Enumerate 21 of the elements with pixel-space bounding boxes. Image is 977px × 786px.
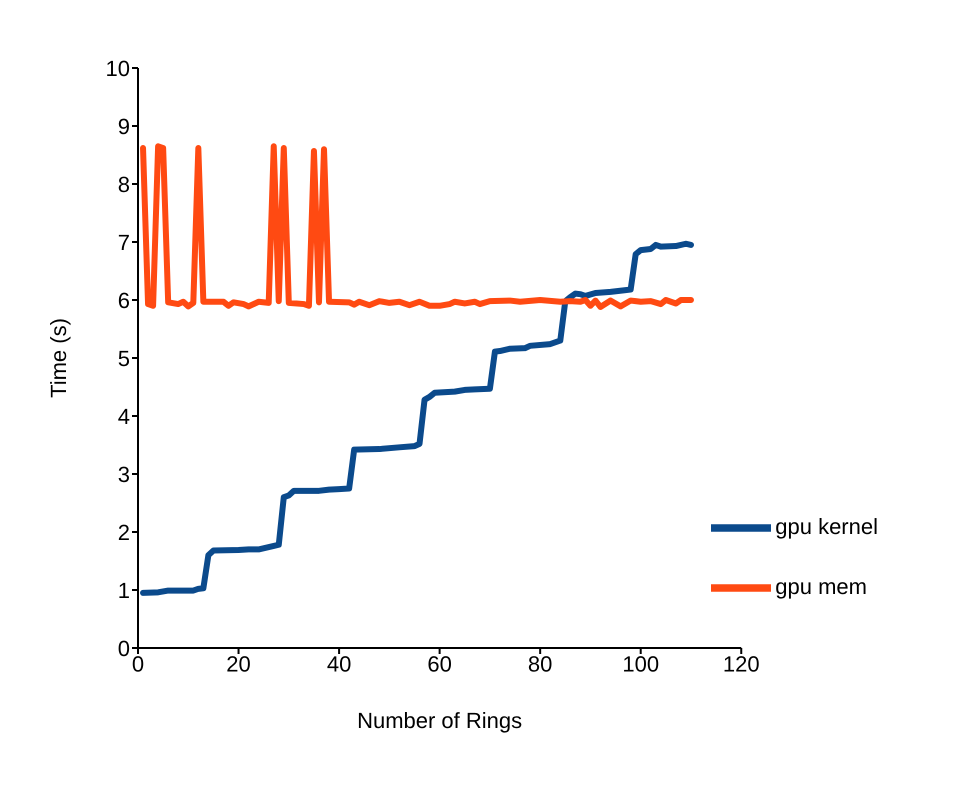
y-tick-label: 6 bbox=[118, 288, 130, 313]
y-tick-label: 2 bbox=[118, 520, 130, 545]
x-tick-label: 100 bbox=[622, 652, 660, 677]
x-tick-label: 60 bbox=[427, 652, 452, 677]
legend-label: gpu kernel bbox=[775, 514, 878, 539]
x-tick-label: 20 bbox=[226, 652, 251, 677]
y-tick-label: 0 bbox=[118, 636, 130, 661]
y-tick-label: 9 bbox=[118, 114, 130, 139]
y-tick-label: 5 bbox=[118, 346, 130, 371]
y-axis-title: Time (s) bbox=[46, 318, 71, 398]
y-tick-label: 3 bbox=[118, 462, 130, 487]
x-tick-label: 40 bbox=[326, 652, 352, 677]
y-tick-label: 4 bbox=[118, 404, 130, 429]
y-tick-label: 1 bbox=[118, 578, 130, 603]
x-tick-label: 80 bbox=[528, 652, 552, 677]
y-tick-label: 7 bbox=[118, 230, 130, 255]
y-tick-label: 10 bbox=[106, 56, 130, 81]
legend-label: gpu mem bbox=[775, 574, 867, 599]
x-tick-label: 120 bbox=[722, 652, 760, 677]
x-axis-title: Number of Rings bbox=[357, 708, 522, 733]
y-tick-label: 8 bbox=[118, 172, 130, 197]
